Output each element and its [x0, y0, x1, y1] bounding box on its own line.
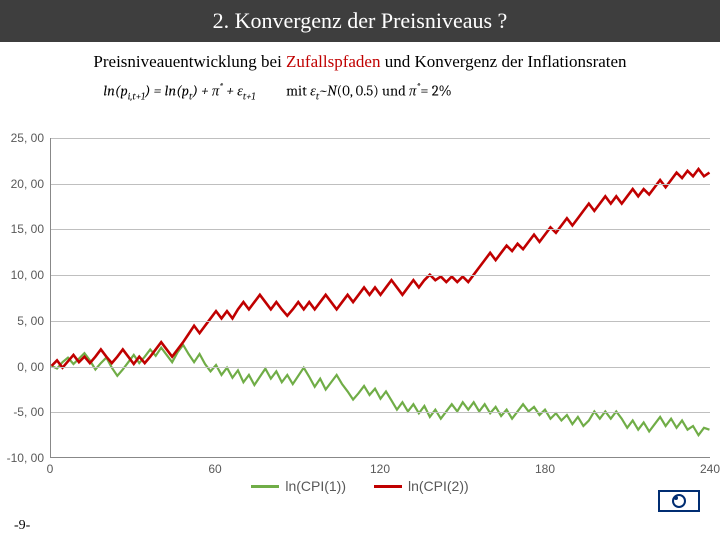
gridline [51, 412, 710, 413]
gridline [51, 367, 710, 368]
y-tick-label: -5, 00 [13, 405, 44, 419]
gridline [51, 138, 710, 139]
y-tick-label: 15, 00 [11, 222, 44, 236]
gridline [51, 321, 710, 322]
formula-svg: ln(pi,t+1) = ln(pt) + π* + εt+1 mit εt~N… [80, 80, 640, 102]
slide-header: 2. Konvergenz der Preisniveaus ? [0, 0, 720, 42]
formula: ln(pi,t+1) = ln(pt) + π* + εt+1 mit εt~N… [0, 80, 720, 108]
y-tick-label: 10, 00 [11, 268, 44, 282]
legend: ln(CPI(1)) ln(CPI(2)) [0, 475, 720, 495]
legend-label: ln(CPI(1)) [285, 478, 346, 494]
gridline [51, 275, 710, 276]
legend-item: ln(CPI(2)) [374, 478, 469, 494]
svg-text:ln(pi,t+1) = ln(pt) + π* + εt+: ln(pi,t+1) = ln(pt) + π* + εt+1 mit εt~N… [103, 81, 451, 102]
line-svg [51, 138, 710, 457]
plot-area [50, 138, 710, 458]
subtitle-suffix: und Konvergenz der Inflationsraten [380, 52, 626, 71]
y-tick-label: -10, 00 [7, 451, 44, 465]
y-tick-label: 20, 00 [11, 177, 44, 191]
legend-item: ln(CPI(1)) [251, 478, 346, 494]
slide-title: 2. Konvergenz der Preisniveaus ? [213, 8, 508, 34]
y-tick-label: 5, 00 [17, 314, 44, 328]
x-tick-label: 60 [208, 462, 221, 476]
legend-label: ln(CPI(2)) [408, 478, 469, 494]
legend-swatch [251, 485, 279, 488]
logo-dot [674, 496, 678, 500]
x-tick-label: 240 [700, 462, 720, 476]
gridline [51, 184, 710, 185]
subtitle-prefix: Preisniveauentwicklung bei [93, 52, 286, 71]
gridline [51, 229, 710, 230]
y-tick-label: 25, 00 [11, 131, 44, 145]
x-tick-label: 120 [370, 462, 390, 476]
subtitle: Preisniveauentwicklung bei Zufallspfaden… [0, 52, 720, 72]
logo-circle [672, 494, 686, 508]
legend-swatch [374, 485, 402, 488]
logo [658, 490, 700, 512]
chart-area: ln(CPI(1)) ln(CPI(2)) -10, 00 -5, 00 0, 00 5… [0, 128, 720, 500]
subtitle-highlight: Zufallspfaden [286, 52, 380, 71]
page-number: -9- [14, 518, 30, 534]
y-tick-label: 0, 00 [17, 360, 44, 374]
x-tick-label: 180 [535, 462, 555, 476]
x-tick-label: 0 [47, 462, 54, 476]
series-line [52, 169, 710, 368]
